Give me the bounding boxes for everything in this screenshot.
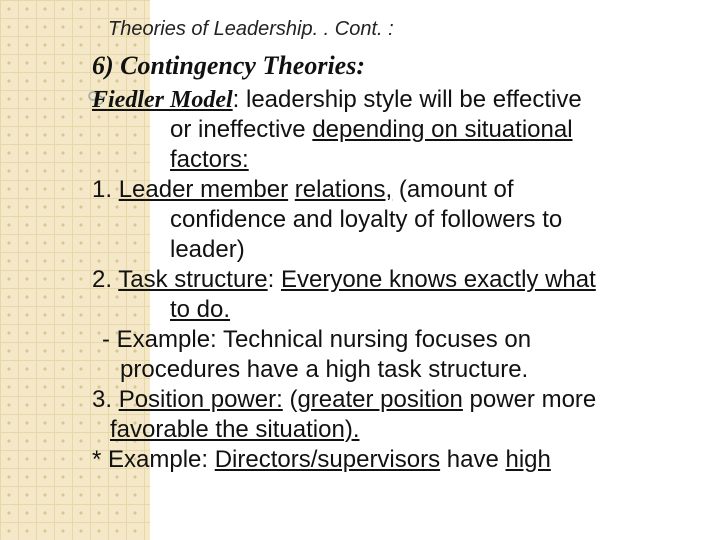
dash-line2: procedures have a high task structure. <box>92 355 700 385</box>
item3-line2-text: favorable the situation). <box>110 416 359 443</box>
item1-space <box>288 176 295 203</box>
item3-u2: greater position <box>297 386 462 413</box>
fiedler-text-2a: or ineffective <box>170 116 312 143</box>
item1-prefix: 1. <box>92 176 119 203</box>
dash-text1: Example: Technical nursing focuses on <box>117 326 531 353</box>
item3-u1: Position power: <box>119 386 283 413</box>
item2-line2-text: to do. <box>170 296 230 323</box>
dash: - <box>102 326 117 353</box>
item1-rest: (amount of <box>392 176 513 203</box>
item2-line2: to do. <box>92 295 700 325</box>
fiedler-colon: : <box>233 86 246 113</box>
item1-line1: 1. Leader member relations, (amount of <box>92 175 700 205</box>
body-text: 6) Contingency Theories: Fiedler Model: … <box>92 50 700 475</box>
fiedler-label: Fiedler Model <box>92 87 233 113</box>
item1-line2: confidence and loyalty of followers to <box>92 205 700 235</box>
item3-line1: 3. Position power: (greater position pow… <box>92 385 700 415</box>
item1-u2: relations, <box>295 176 392 203</box>
item2-mid: : <box>268 266 281 293</box>
item1-u1: Leader member <box>119 176 288 203</box>
item1-line3: leader) <box>92 235 700 265</box>
dash-line1: - Example: Technical nursing focuses on <box>92 325 700 355</box>
fiedler-text-3: factors: <box>170 146 249 173</box>
section-title: 6) Contingency Theories: <box>92 50 700 83</box>
fiedler-line1: Fiedler Model: leadership style will be … <box>92 85 700 115</box>
item3-prefix: 3. <box>92 386 119 413</box>
slide-content: Theories of Leadership. . Cont. : 6) Con… <box>0 0 720 540</box>
fiedler-text-2b: depending on situational <box>312 116 572 143</box>
fiedler-line2: or ineffective depending on situational <box>92 115 700 145</box>
item2-prefix: 2. <box>92 266 118 293</box>
fiedler-line3: factors: <box>92 145 700 175</box>
item2-u1: Task structure <box>118 266 267 293</box>
star-1c: have <box>440 446 505 473</box>
item3-mid: ( <box>283 386 298 413</box>
item3-line2: favorable the situation). <box>92 415 700 445</box>
star-1a: * Example: <box>92 446 215 473</box>
star-1b: Directors/supervisors <box>215 446 440 473</box>
item2-u2: Everyone knows exactly what <box>281 266 596 293</box>
star-1d: high <box>506 446 551 473</box>
slide-header: Theories of Leadership. . Cont. : <box>108 18 394 41</box>
item2-line1: 2. Task structure: Everyone knows exactl… <box>92 265 700 295</box>
item3-rest: power more <box>463 386 596 413</box>
fiedler-text-1: leadership style will be effective <box>246 86 582 113</box>
star-line1: * Example: Directors/supervisors have hi… <box>92 445 700 475</box>
